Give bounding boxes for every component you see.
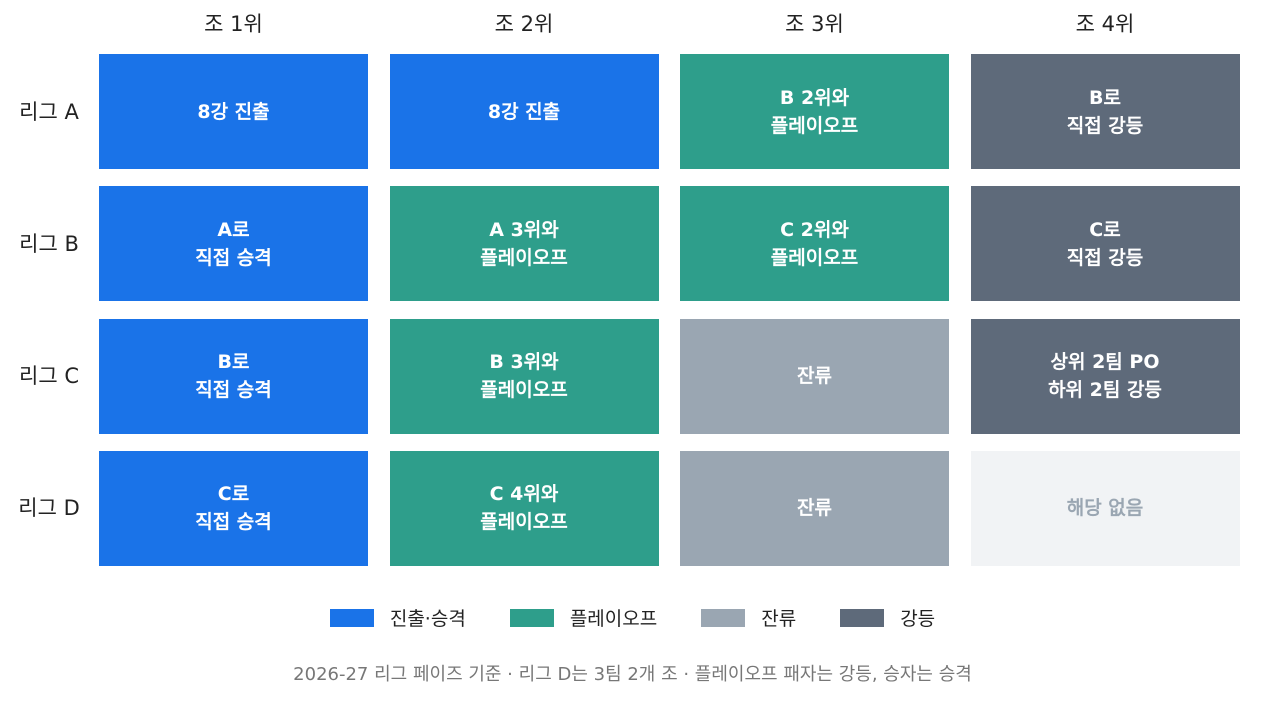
cell-text: 상위 2팀 PO — [1050, 351, 1160, 374]
cell: 8강 진출 — [389, 54, 659, 169]
cell-text: C 2위와 — [780, 218, 849, 241]
cell-text: B 2위와 — [779, 86, 850, 109]
cell-text: C로 — [1089, 218, 1121, 241]
cell-text: C로 — [217, 483, 250, 506]
legend-swatch — [509, 608, 554, 627]
cell-text: 플레이오프 — [480, 379, 568, 402]
legend-label: 진출·승격 — [389, 608, 466, 630]
cell-text: B로 — [1089, 86, 1121, 109]
cell-text: 8강 진출 — [487, 100, 561, 123]
legend-label: 강등 — [900, 608, 936, 630]
cell-text: 플레이오프 — [480, 246, 568, 269]
legend-item: 진출·승격 — [329, 604, 466, 631]
cell: 8강 진출 — [99, 54, 368, 169]
row-header: 리그 A — [19, 99, 79, 124]
cell-text: 직접 승격 — [195, 246, 272, 269]
cell-text: 해당 없음 — [1066, 497, 1144, 520]
legend-item: 플레이오프 — [509, 604, 658, 631]
cell-text: 잔류 — [797, 497, 832, 520]
cell-text: 플레이오프 — [480, 511, 568, 534]
legend-label: 플레이오프 — [569, 608, 658, 630]
legend-swatch — [701, 608, 746, 627]
footnote: 2026-27 리그 페이즈 기준 · 리그 D는 3팀 2개 조 · 플레이오… — [293, 664, 972, 685]
row-header: 리그 D — [18, 496, 80, 521]
cell: 잔류 — [680, 318, 949, 434]
cell-text: 직접 승격 — [195, 379, 272, 402]
cell-text: B로 — [217, 351, 250, 374]
legend-swatch — [329, 608, 374, 627]
legend: 진출·승격 플레이오프 잔류 강등 — [0, 604, 1265, 631]
cell: 해당 없음 — [970, 450, 1240, 566]
cell-text: 잔류 — [797, 365, 832, 388]
cell-text: 플레이오프 — [770, 246, 859, 269]
cell-text: A 3위와 — [489, 218, 559, 241]
cell-text: 8강 진출 — [197, 100, 270, 123]
legend-item: 잔류 — [701, 604, 796, 631]
cell-text: 직접 강등 — [1066, 114, 1144, 137]
column-header: 조 4위 — [1075, 12, 1135, 36]
legend-swatch — [840, 608, 885, 627]
cell-text: B 3위와 — [489, 351, 559, 374]
column-header: 조 3위 — [785, 12, 844, 36]
legend-label: 잔류 — [761, 608, 797, 630]
cell: 상위 2팀 PO 하위 2팀 강등 — [970, 318, 1240, 434]
column-header: 조 1위 — [204, 12, 263, 36]
cell: 잔류 — [680, 450, 949, 566]
legend-item: 강등 — [840, 604, 935, 631]
cell-text: 직접 강등 — [1066, 246, 1144, 269]
cell-text: 하위 2팀 강등 — [1048, 379, 1162, 402]
column-header: 조 2위 — [494, 12, 554, 36]
cell-text: A로 — [217, 218, 250, 241]
cell-text: C 4위와 — [489, 483, 559, 506]
row-header: 리그 C — [19, 364, 79, 389]
cell-text: 직접 승격 — [195, 511, 272, 534]
row-header: 리그 B — [19, 231, 79, 256]
cell-text: 플레이오프 — [770, 114, 859, 137]
